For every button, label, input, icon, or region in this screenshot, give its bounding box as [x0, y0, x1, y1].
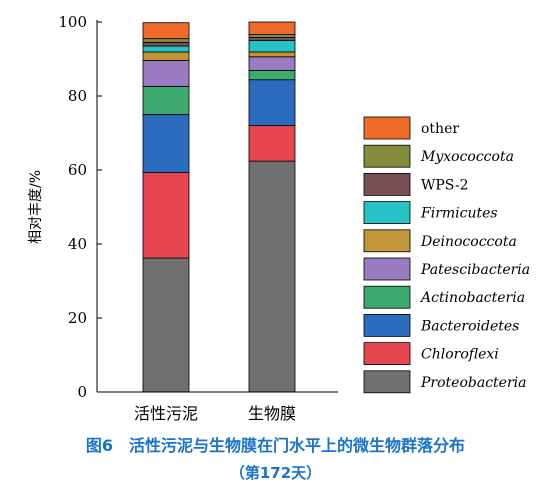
y-axis-label: 相对丰度/%	[28, 170, 44, 244]
bars-layer	[142, 21, 296, 393]
category-label: 生物膜	[248, 404, 296, 423]
legend-swatch	[363, 144, 411, 168]
legend-swatch	[363, 370, 411, 394]
bar-segment-patescibacteria-1	[248, 56, 296, 71]
y-tick-label: 60	[68, 161, 87, 179]
bar-segment-bacteroidetes-1	[248, 79, 296, 127]
y-tick-label: 40	[68, 235, 87, 253]
bar-segment-firmicutes-1	[248, 40, 296, 53]
bar-segment-chloroflexi-1	[248, 125, 296, 162]
legend-item: Patescibacteria	[363, 257, 530, 281]
bar-segment-myxococcota-0	[142, 38, 190, 43]
legend-label: Deinococcota	[420, 234, 517, 250]
y-tick-label: 100	[58, 13, 87, 31]
axes-layer	[96, 20, 338, 393]
bar-segment-myxococcota-1	[248, 34, 296, 38]
legend-item: WPS-2	[363, 172, 469, 196]
figure-caption-subtitle: （第172天）	[229, 464, 322, 482]
legend-item: other	[363, 116, 459, 140]
bar-segment-actinobacteria-0	[142, 85, 190, 115]
legend-swatch	[363, 172, 411, 196]
bar-segment-firmicutes-0	[142, 45, 190, 53]
bar-segment-other-0	[142, 22, 190, 40]
legend-label: other	[421, 121, 459, 137]
bar-segment-proteobacteria-1	[248, 160, 296, 393]
legend-item: Chloroflexi	[363, 342, 499, 366]
bar-segment-actinobacteria-1	[248, 70, 296, 81]
legend-item: Bacteroidetes	[363, 313, 519, 337]
category-label: 活性污泥	[134, 404, 198, 423]
legend-item: Proteobacteria	[363, 370, 526, 394]
legend-swatch	[363, 342, 411, 366]
bar-segment-wps-2-0	[142, 41, 190, 47]
legend-label: Chloroflexi	[421, 347, 499, 363]
legend-item: Deinococcota	[363, 229, 517, 253]
bar-segment-proteobacteria-0	[142, 257, 190, 393]
figure-caption: 图6 活性污泥与生物膜在门水平上的微生物群落分布	[85, 436, 466, 455]
legend-swatch	[363, 257, 411, 281]
bar-segment-patescibacteria-0	[142, 60, 190, 87]
legend-swatch	[363, 285, 411, 309]
legend-label: Patescibacteria	[420, 262, 530, 278]
y-ticks: 0 20 40 60 80 100	[58, 13, 102, 401]
y-tick-label: 0	[77, 383, 87, 401]
category-labels: 活性污泥 生物膜	[134, 404, 296, 423]
legend: other Myxococcota WPS-2 Firmicutes Deinococc…	[363, 116, 530, 394]
legend-label: Myxococcota	[420, 149, 514, 165]
bar-segment-deinococcota-1	[248, 51, 296, 58]
legend-label: Bacteroidetes	[420, 318, 519, 334]
stacked-bar-chart: 0 20 40 60 80 100 活性污泥 生物膜 相对丰度/% other Myxococ…	[28, 13, 530, 423]
legend-swatch	[363, 313, 411, 337]
legend-item: Firmicutes	[363, 201, 498, 225]
bar-segment-other-1	[248, 21, 296, 35]
y-tick-label: 20	[68, 309, 87, 327]
legend-label: Actinobacteria	[419, 290, 525, 306]
legend-item: Myxococcota	[363, 144, 514, 168]
y-tick-label: 80	[68, 87, 87, 105]
bar-segment-wps-2-1	[248, 37, 296, 41]
legend-label: Proteobacteria	[420, 375, 526, 391]
bar-segment-chloroflexi-0	[142, 172, 190, 259]
legend-label: WPS-2	[421, 177, 469, 193]
bar-segment-deinococcota-0	[142, 51, 190, 61]
legend-swatch	[363, 229, 411, 253]
legend-label: Firmicutes	[420, 206, 498, 222]
bar-segment-bacteroidetes-0	[142, 114, 190, 173]
legend-swatch	[363, 201, 411, 225]
legend-item: Actinobacteria	[363, 285, 525, 309]
legend-swatch	[363, 116, 411, 140]
